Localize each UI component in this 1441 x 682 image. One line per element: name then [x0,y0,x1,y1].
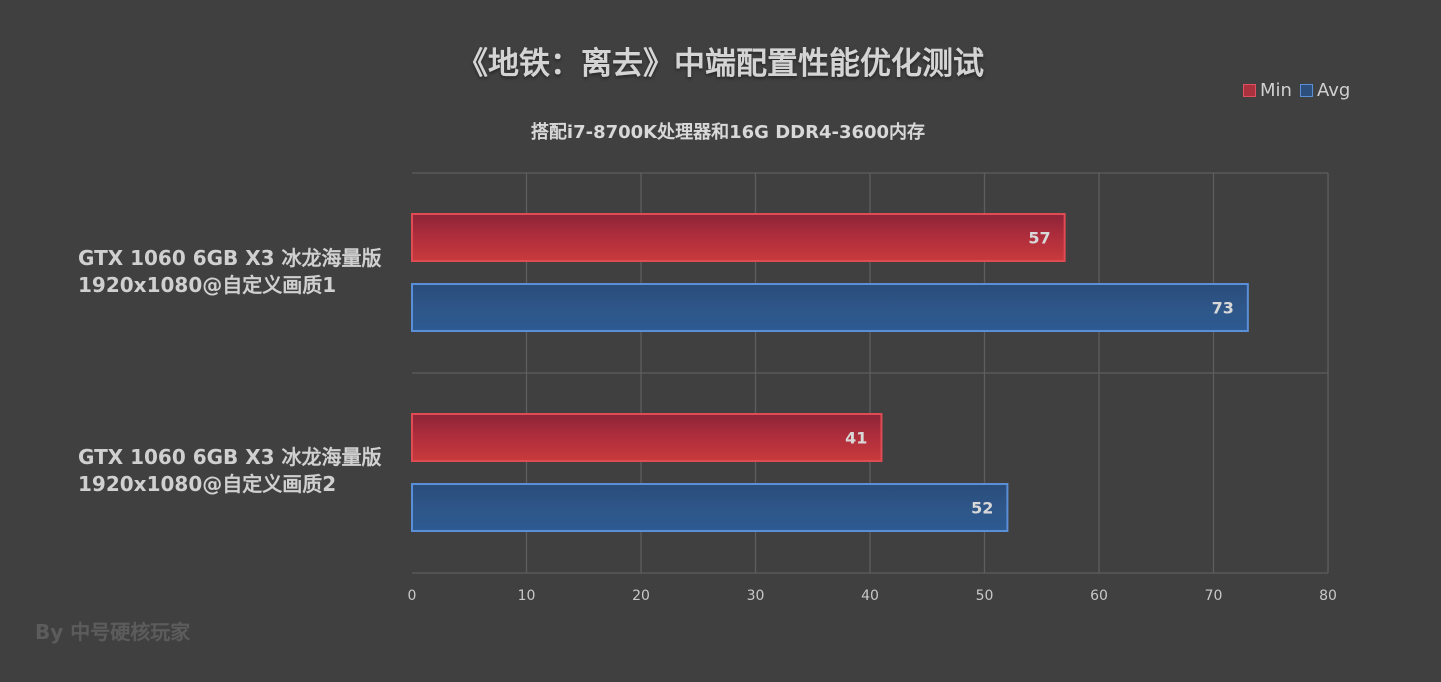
x-tick-label: 20 [632,588,650,604]
data-label-avg: 73 [1212,299,1234,318]
legend: Min Avg [1243,80,1350,101]
credit-watermark: By 中号硬核玩家 [35,620,191,644]
x-tick-label: 10 [518,588,536,604]
x-tick-label: 0 [408,588,417,604]
x-tick-label: 70 [1205,588,1223,604]
x-tick-label: 60 [1090,588,1108,604]
bar-avg [411,283,1249,332]
legend-label-avg: Avg [1316,80,1351,101]
category-label-2-line1: GTX 1060 6GB X3 冰龙海量版 [78,445,382,469]
category-label-1-line1: GTX 1060 6GB X3 冰龙海量版 [78,246,382,270]
legend-item-avg: Avg [1299,80,1351,101]
legend-swatch-min [1243,84,1256,97]
bar-min [411,413,883,462]
chart-title: 《地铁：离去》中端配置性能优化测试 [457,46,984,82]
data-label-min: 41 [845,429,867,448]
bar-avg [411,483,1009,532]
category-label-1-line2: 1920x1080@自定义画质1 [78,273,337,297]
category-label-2: GTX 1060 6GB X3 冰龙海量版 1920x1080@自定义画质2 [78,444,382,498]
category-label-1: GTX 1060 6GB X3 冰龙海量版 1920x1080@自定义画质1 [78,245,382,299]
legend-item-min: Min [1243,80,1292,101]
bar-min [411,213,1066,262]
category-label-2-line2: 1920x1080@自定义画质2 [78,472,337,496]
x-tick-label: 40 [861,588,879,604]
legend-swatch-avg [1299,84,1313,97]
data-label-min: 57 [1028,229,1050,248]
legend-label-min: Min [1260,80,1292,101]
chart-subtitle: 搭配i7-8700K处理器和16G DDR4-3600内存 [530,122,926,143]
x-tick-label: 30 [747,588,765,604]
data-label-avg: 52 [971,499,993,518]
x-tick-label: 50 [976,588,994,604]
x-tick-label: 80 [1319,588,1337,604]
